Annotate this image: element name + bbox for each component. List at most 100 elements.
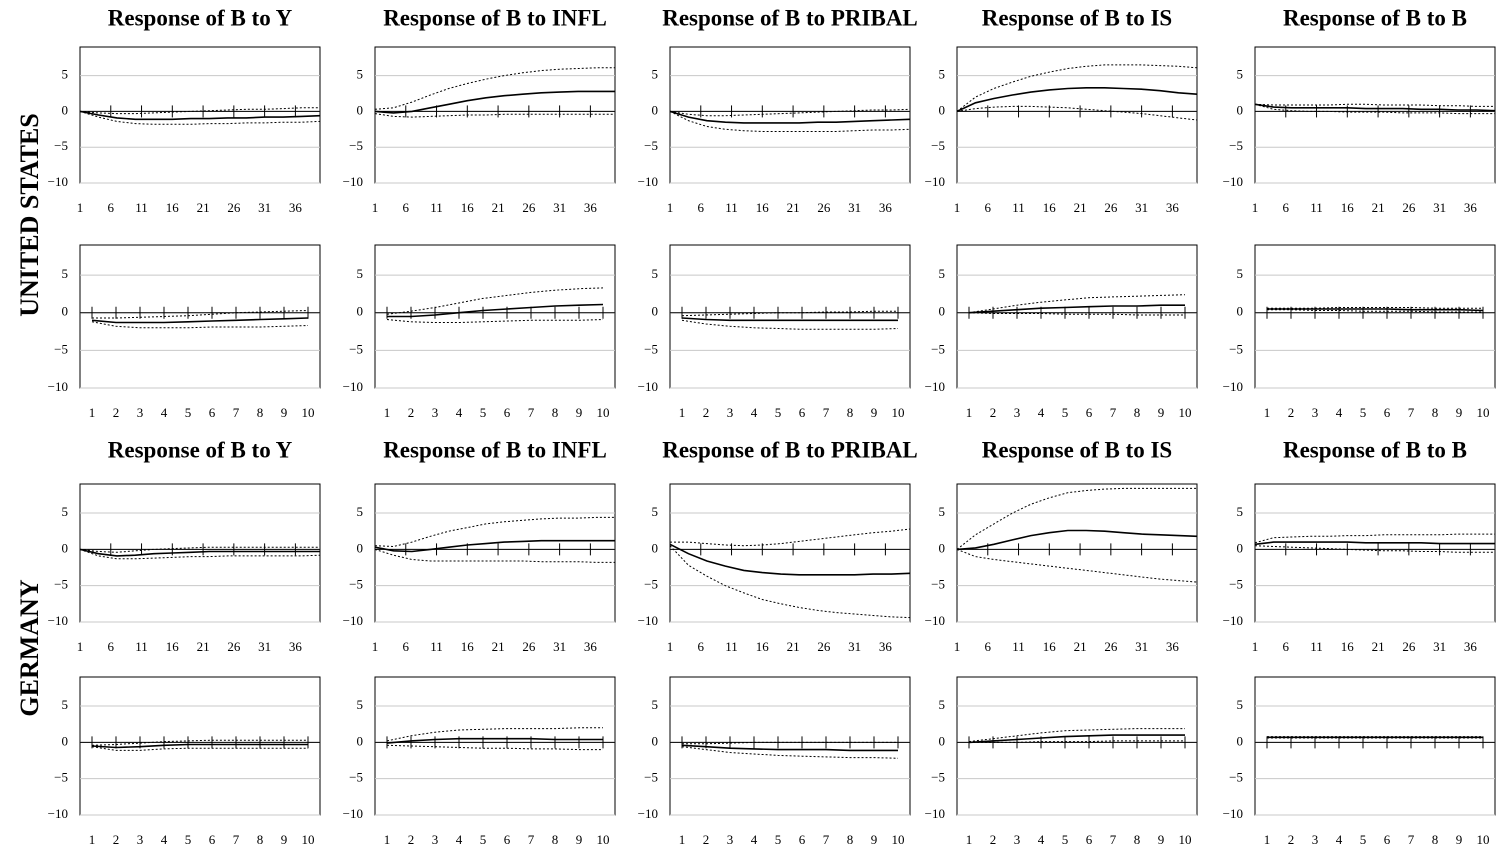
y-tick-label: −10 xyxy=(48,174,68,189)
response-line xyxy=(79,548,320,557)
y-tick-label: −10 xyxy=(343,806,363,821)
y-tick-label: −10 xyxy=(343,174,363,189)
chart-title: Response of B to INFL xyxy=(383,5,607,30)
x-tick-label: 5 xyxy=(775,832,782,847)
x-tick-label: 9 xyxy=(576,832,583,847)
y-tick-label: −10 xyxy=(1223,613,1243,628)
confidence-band xyxy=(681,746,899,759)
y-tick-label: −5 xyxy=(644,341,658,356)
confidence-band xyxy=(1254,533,1495,544)
x-tick-label: 21 xyxy=(1372,200,1385,215)
x-tick-label: 4 xyxy=(1038,832,1045,847)
x-tick-label: 4 xyxy=(751,405,758,420)
plot-frame xyxy=(669,46,911,184)
y-tick-label: −5 xyxy=(349,138,363,153)
confidence-band xyxy=(669,108,911,117)
y-tick-label: −5 xyxy=(1229,577,1243,592)
y-tick-label: 0 xyxy=(652,304,659,319)
x-tick-label: 21 xyxy=(492,639,505,654)
x-tick-label: 6 xyxy=(504,405,511,420)
confidence-band xyxy=(968,728,1185,743)
response-line xyxy=(1254,103,1496,112)
x-tick-label: 6 xyxy=(698,200,705,215)
x-tick-label: 3 xyxy=(432,832,439,847)
y-tick-label: −10 xyxy=(638,613,658,628)
y-tick-label: 5 xyxy=(1237,266,1244,281)
x-tick-label: 2 xyxy=(408,405,415,420)
response-line xyxy=(374,90,615,114)
x-tick-label: 16 xyxy=(1043,639,1057,654)
x-tick-label: 1 xyxy=(89,832,96,847)
x-tick-label: 11 xyxy=(725,639,738,654)
y-tick-label: 0 xyxy=(62,304,69,319)
confidence-band xyxy=(681,319,899,330)
x-tick-label: 10 xyxy=(302,832,315,847)
x-tick-label: 4 xyxy=(1336,405,1343,420)
x-tick-label: 9 xyxy=(281,405,288,420)
x-tick-label: 1 xyxy=(1264,832,1271,847)
chart-title: Response of B to INFL xyxy=(383,437,607,462)
response-line xyxy=(968,734,1185,744)
x-tick-label: 4 xyxy=(161,832,168,847)
x-tick-label: 6 xyxy=(108,639,115,654)
x-tick-label: 11 xyxy=(430,639,443,654)
chart-title: Response of B to B xyxy=(1283,5,1467,30)
x-tick-label: 10 xyxy=(302,405,315,420)
x-tick-label: 11 xyxy=(1012,200,1025,215)
response-line xyxy=(956,87,1198,113)
y-tick-label: −10 xyxy=(48,806,68,821)
y-tick-label: 5 xyxy=(1237,67,1244,82)
y-tick-label: −5 xyxy=(349,341,363,356)
confidence-band xyxy=(956,105,1198,121)
x-tick-label: 8 xyxy=(1432,405,1439,420)
y-tick-label: −5 xyxy=(931,770,945,785)
x-tick-label: 10 xyxy=(1477,405,1490,420)
y-tick-label: 0 xyxy=(939,102,946,117)
x-tick-label: 5 xyxy=(1062,832,1069,847)
x-tick-label: 1 xyxy=(1252,639,1259,654)
plot-frame xyxy=(956,483,1198,623)
x-tick-label: 31 xyxy=(848,200,861,215)
y-tick-label: −5 xyxy=(54,577,68,592)
x-tick-label: 9 xyxy=(1158,832,1165,847)
x-tick-label: 3 xyxy=(1312,832,1319,847)
x-tick-label: 10 xyxy=(597,832,610,847)
x-tick-label: 6 xyxy=(799,832,806,847)
x-tick-label: 7 xyxy=(233,405,240,420)
y-tick-label: −5 xyxy=(54,770,68,785)
confidence-band xyxy=(374,548,615,563)
y-tick-label: −5 xyxy=(644,770,658,785)
y-tick-label: 0 xyxy=(939,733,946,748)
y-tick-label: −10 xyxy=(1223,806,1243,821)
x-tick-label: 6 xyxy=(698,639,705,654)
y-tick-label: 5 xyxy=(62,504,69,519)
y-tick-label: −5 xyxy=(644,138,658,153)
confidence-band xyxy=(386,319,604,323)
y-tick-label: 5 xyxy=(939,67,946,82)
x-tick-label: 36 xyxy=(289,200,303,215)
confidence-band xyxy=(968,294,1186,314)
x-tick-label: 36 xyxy=(879,639,893,654)
x-tick-label: 31 xyxy=(1135,639,1148,654)
x-tick-label: 26 xyxy=(227,200,241,215)
x-tick-label: 7 xyxy=(823,832,830,847)
confidence-band xyxy=(79,107,320,115)
x-tick-label: 26 xyxy=(1402,639,1416,654)
y-tick-label: −5 xyxy=(349,770,363,785)
x-tick-label: 6 xyxy=(108,200,115,215)
y-tick-label: −5 xyxy=(931,138,945,153)
x-tick-label: 5 xyxy=(185,832,192,847)
x-tick-label: 31 xyxy=(553,200,566,215)
confidence-band xyxy=(91,746,308,751)
confidence-band xyxy=(956,64,1198,112)
y-tick-label: 5 xyxy=(652,697,659,712)
x-tick-label: 2 xyxy=(113,832,120,847)
y-tick-label: −5 xyxy=(54,138,68,153)
confidence-band xyxy=(969,740,1185,743)
y-tick-label: 0 xyxy=(357,540,364,555)
response-line xyxy=(1254,541,1495,546)
response-line xyxy=(387,303,604,318)
chart-title: Response of B to Y xyxy=(108,437,293,462)
x-tick-label: 1 xyxy=(966,832,973,847)
